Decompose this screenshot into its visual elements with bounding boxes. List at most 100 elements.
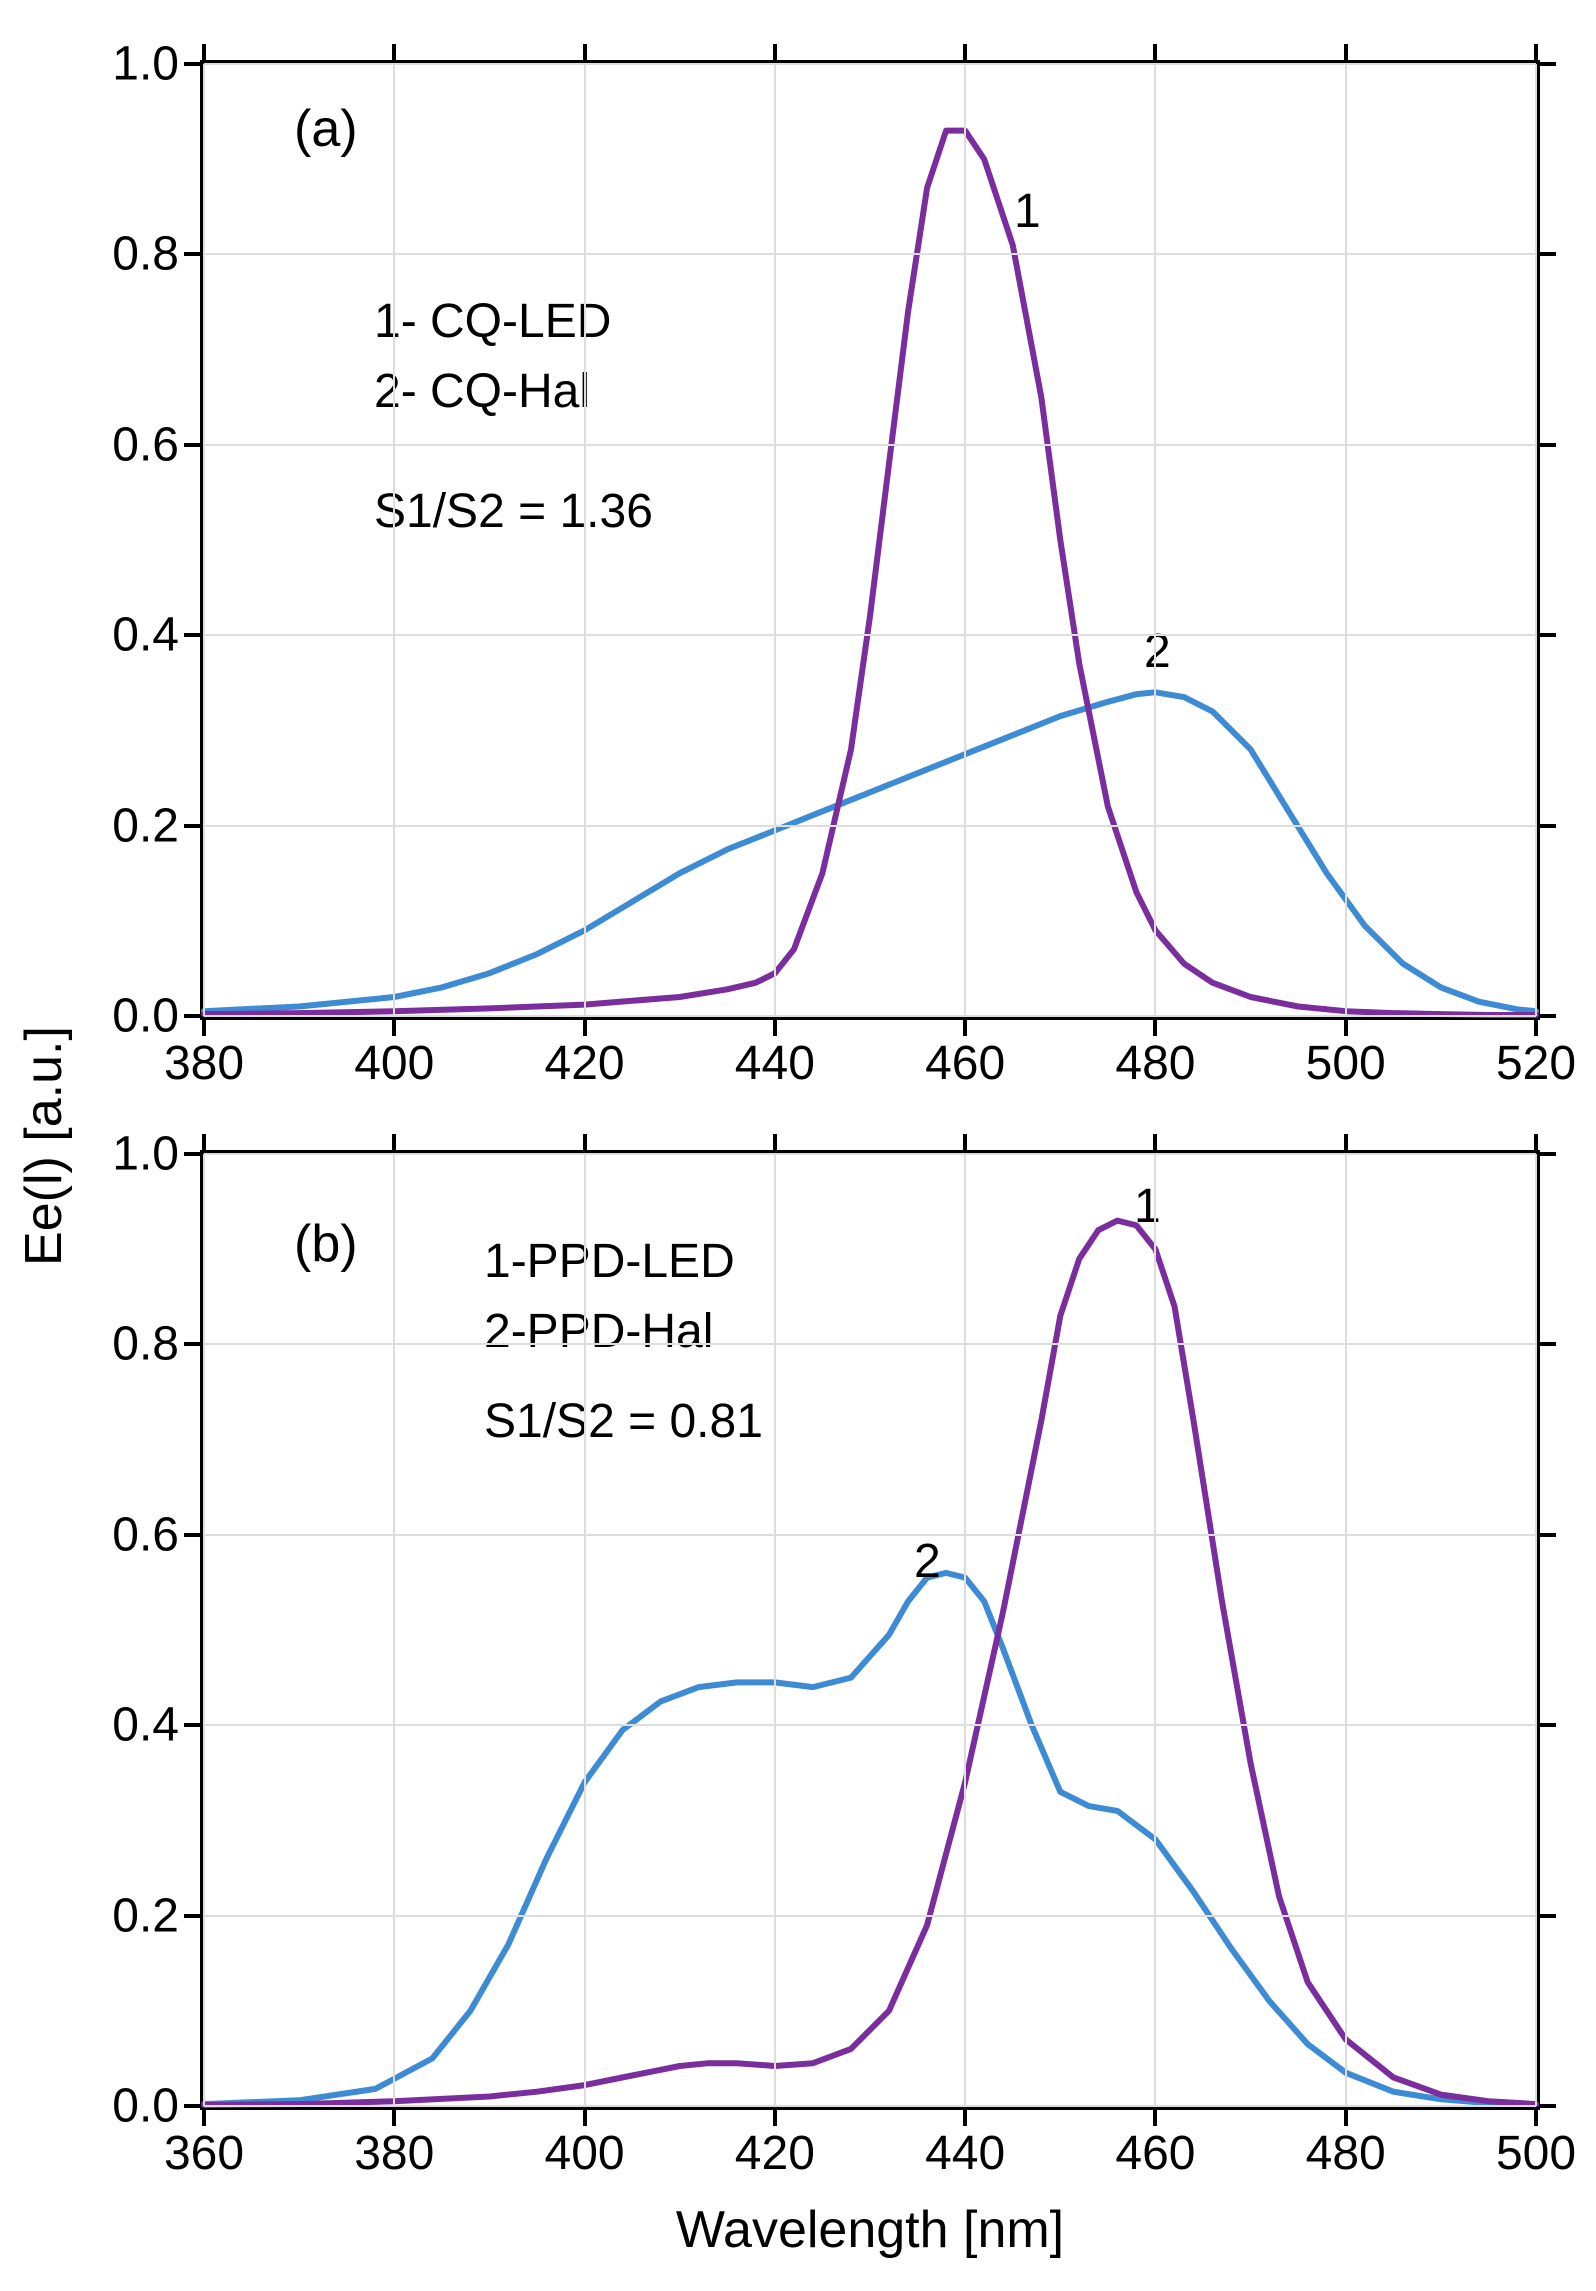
ytick-right: [1540, 252, 1556, 256]
figure-container: Ee(l) [a.u.] (a) 1- CQ-LED 2- CQ-Hal S1/…: [0, 0, 1596, 2291]
ytick-label: 0.8: [89, 1317, 179, 1372]
gridline-vertical: [584, 1154, 586, 2106]
gridline-horizontal: [204, 1015, 1536, 1017]
xtick-top: [392, 1134, 396, 1150]
ytick-right: [1540, 443, 1556, 447]
gridline-vertical: [774, 1154, 776, 2106]
panel-b-legend-1: 1-PPD-LED: [484, 1234, 735, 1289]
xtick-label: 500: [1306, 1036, 1386, 1091]
ytick-right: [1540, 1533, 1556, 1537]
panel-b-curve2-label: 2: [914, 1534, 941, 1589]
xtick-top: [392, 44, 396, 60]
xtick: [963, 1020, 967, 1036]
gridline-vertical: [393, 1154, 395, 2106]
xtick: [1153, 2110, 1157, 2126]
xtick-top: [1344, 44, 1348, 60]
ytick: [184, 1342, 200, 1346]
xtick-label: 420: [735, 2126, 815, 2181]
gridline-vertical: [964, 64, 966, 1016]
xtick-top: [1534, 44, 1538, 60]
ytick-right: [1540, 1723, 1556, 1727]
panel-a-ratio: S1/S2 = 1.36: [374, 484, 653, 539]
ytick: [184, 1014, 200, 1018]
ytick: [184, 1533, 200, 1537]
xtick-top: [963, 1134, 967, 1150]
ytick-right: [1540, 1342, 1556, 1346]
xtick-label: 380: [354, 2126, 434, 2181]
xtick: [202, 2110, 206, 2126]
panel-b: (b) 1-PPD-LED 2-PPD-Hal S1/S2 = 0.81 1 2…: [200, 1150, 1540, 2110]
xtick-label: 400: [354, 1036, 434, 1091]
gridline-vertical: [1535, 64, 1537, 1016]
xtick-top: [583, 1134, 587, 1150]
xtick-top: [1534, 1134, 1538, 1150]
xtick-label: 420: [545, 1036, 625, 1091]
panel-a-svg: [204, 64, 1536, 1016]
xtick-top: [963, 44, 967, 60]
ytick: [184, 824, 200, 828]
panel-a-legend-1: 1- CQ-LED: [374, 294, 611, 349]
gridline-vertical: [1535, 1154, 1537, 2106]
gridline-horizontal: [204, 444, 1536, 446]
ytick-right: [1540, 1914, 1556, 1918]
panel-b-svg: [204, 1154, 1536, 2106]
x-axis-label: Wavelength [nm]: [676, 2200, 1064, 2260]
ytick-label: 0.4: [89, 1698, 179, 1753]
ytick: [184, 1723, 200, 1727]
gridline-horizontal: [204, 634, 1536, 636]
xtick-top: [202, 44, 206, 60]
gridline-vertical: [584, 64, 586, 1016]
xtick: [1534, 2110, 1538, 2126]
panel-b-curve1-label: 1: [1134, 1179, 1161, 1234]
gridline-vertical: [774, 64, 776, 1016]
y-axis-label: Ee(l) [a.u.]: [14, 1026, 74, 1266]
ytick-right: [1540, 62, 1556, 66]
ytick-label: 0.8: [89, 227, 179, 282]
gridline-horizontal: [204, 1153, 1536, 1155]
gridline-vertical: [393, 64, 395, 1016]
panel-a-letter: (a): [294, 99, 358, 159]
ytick-label: 0.6: [89, 417, 179, 472]
ytick-label: 1.0: [89, 1127, 179, 1182]
panel-b-legend-2: 2-PPD-Hal: [484, 1304, 713, 1359]
xtick: [1534, 1020, 1538, 1036]
xtick-label: 500: [1496, 2126, 1576, 2181]
ytick-right: [1540, 1152, 1556, 1156]
xtick-top: [773, 1134, 777, 1150]
ytick-right: [1540, 1014, 1556, 1018]
xtick-label: 460: [1115, 2126, 1195, 2181]
xtick-label: 480: [1306, 2126, 1386, 2181]
xtick-label: 480: [1115, 1036, 1195, 1091]
xtick: [773, 1020, 777, 1036]
panel-a-curve1-label: 1: [1014, 184, 1041, 239]
xtick-top: [1344, 1134, 1348, 1150]
xtick: [583, 1020, 587, 1036]
ytick-right: [1540, 633, 1556, 637]
xtick-label: 400: [545, 2126, 625, 2181]
xtick-top: [1153, 1134, 1157, 1150]
xtick: [202, 1020, 206, 1036]
xtick: [963, 2110, 967, 2126]
ytick-label: 0.4: [89, 608, 179, 663]
xtick-label: 380: [164, 1036, 244, 1091]
gridline-vertical: [964, 1154, 966, 2106]
ytick-label: 0.6: [89, 1507, 179, 1562]
xtick-top: [1153, 44, 1157, 60]
panel-b-ratio: S1/S2 = 0.81: [484, 1394, 763, 1449]
panel-a-curve2-label: 2: [1144, 624, 1171, 679]
xtick: [773, 2110, 777, 2126]
xtick: [1344, 1020, 1348, 1036]
panel-a-legend-2: 2- CQ-Hal: [374, 364, 590, 419]
gridline-vertical: [1154, 1154, 1156, 2106]
gridline-horizontal: [204, 1915, 1536, 1917]
gridline-horizontal: [204, 2105, 1536, 2107]
ytick-label: 0.2: [89, 1888, 179, 1943]
ytick-label: 0.2: [89, 798, 179, 853]
gridline-vertical: [1345, 1154, 1347, 2106]
xtick-label: 440: [735, 1036, 815, 1091]
xtick-top: [583, 44, 587, 60]
xtick: [1153, 1020, 1157, 1036]
gridline-horizontal: [204, 1343, 1536, 1345]
gridline-horizontal: [204, 63, 1536, 65]
xtick: [1344, 2110, 1348, 2126]
